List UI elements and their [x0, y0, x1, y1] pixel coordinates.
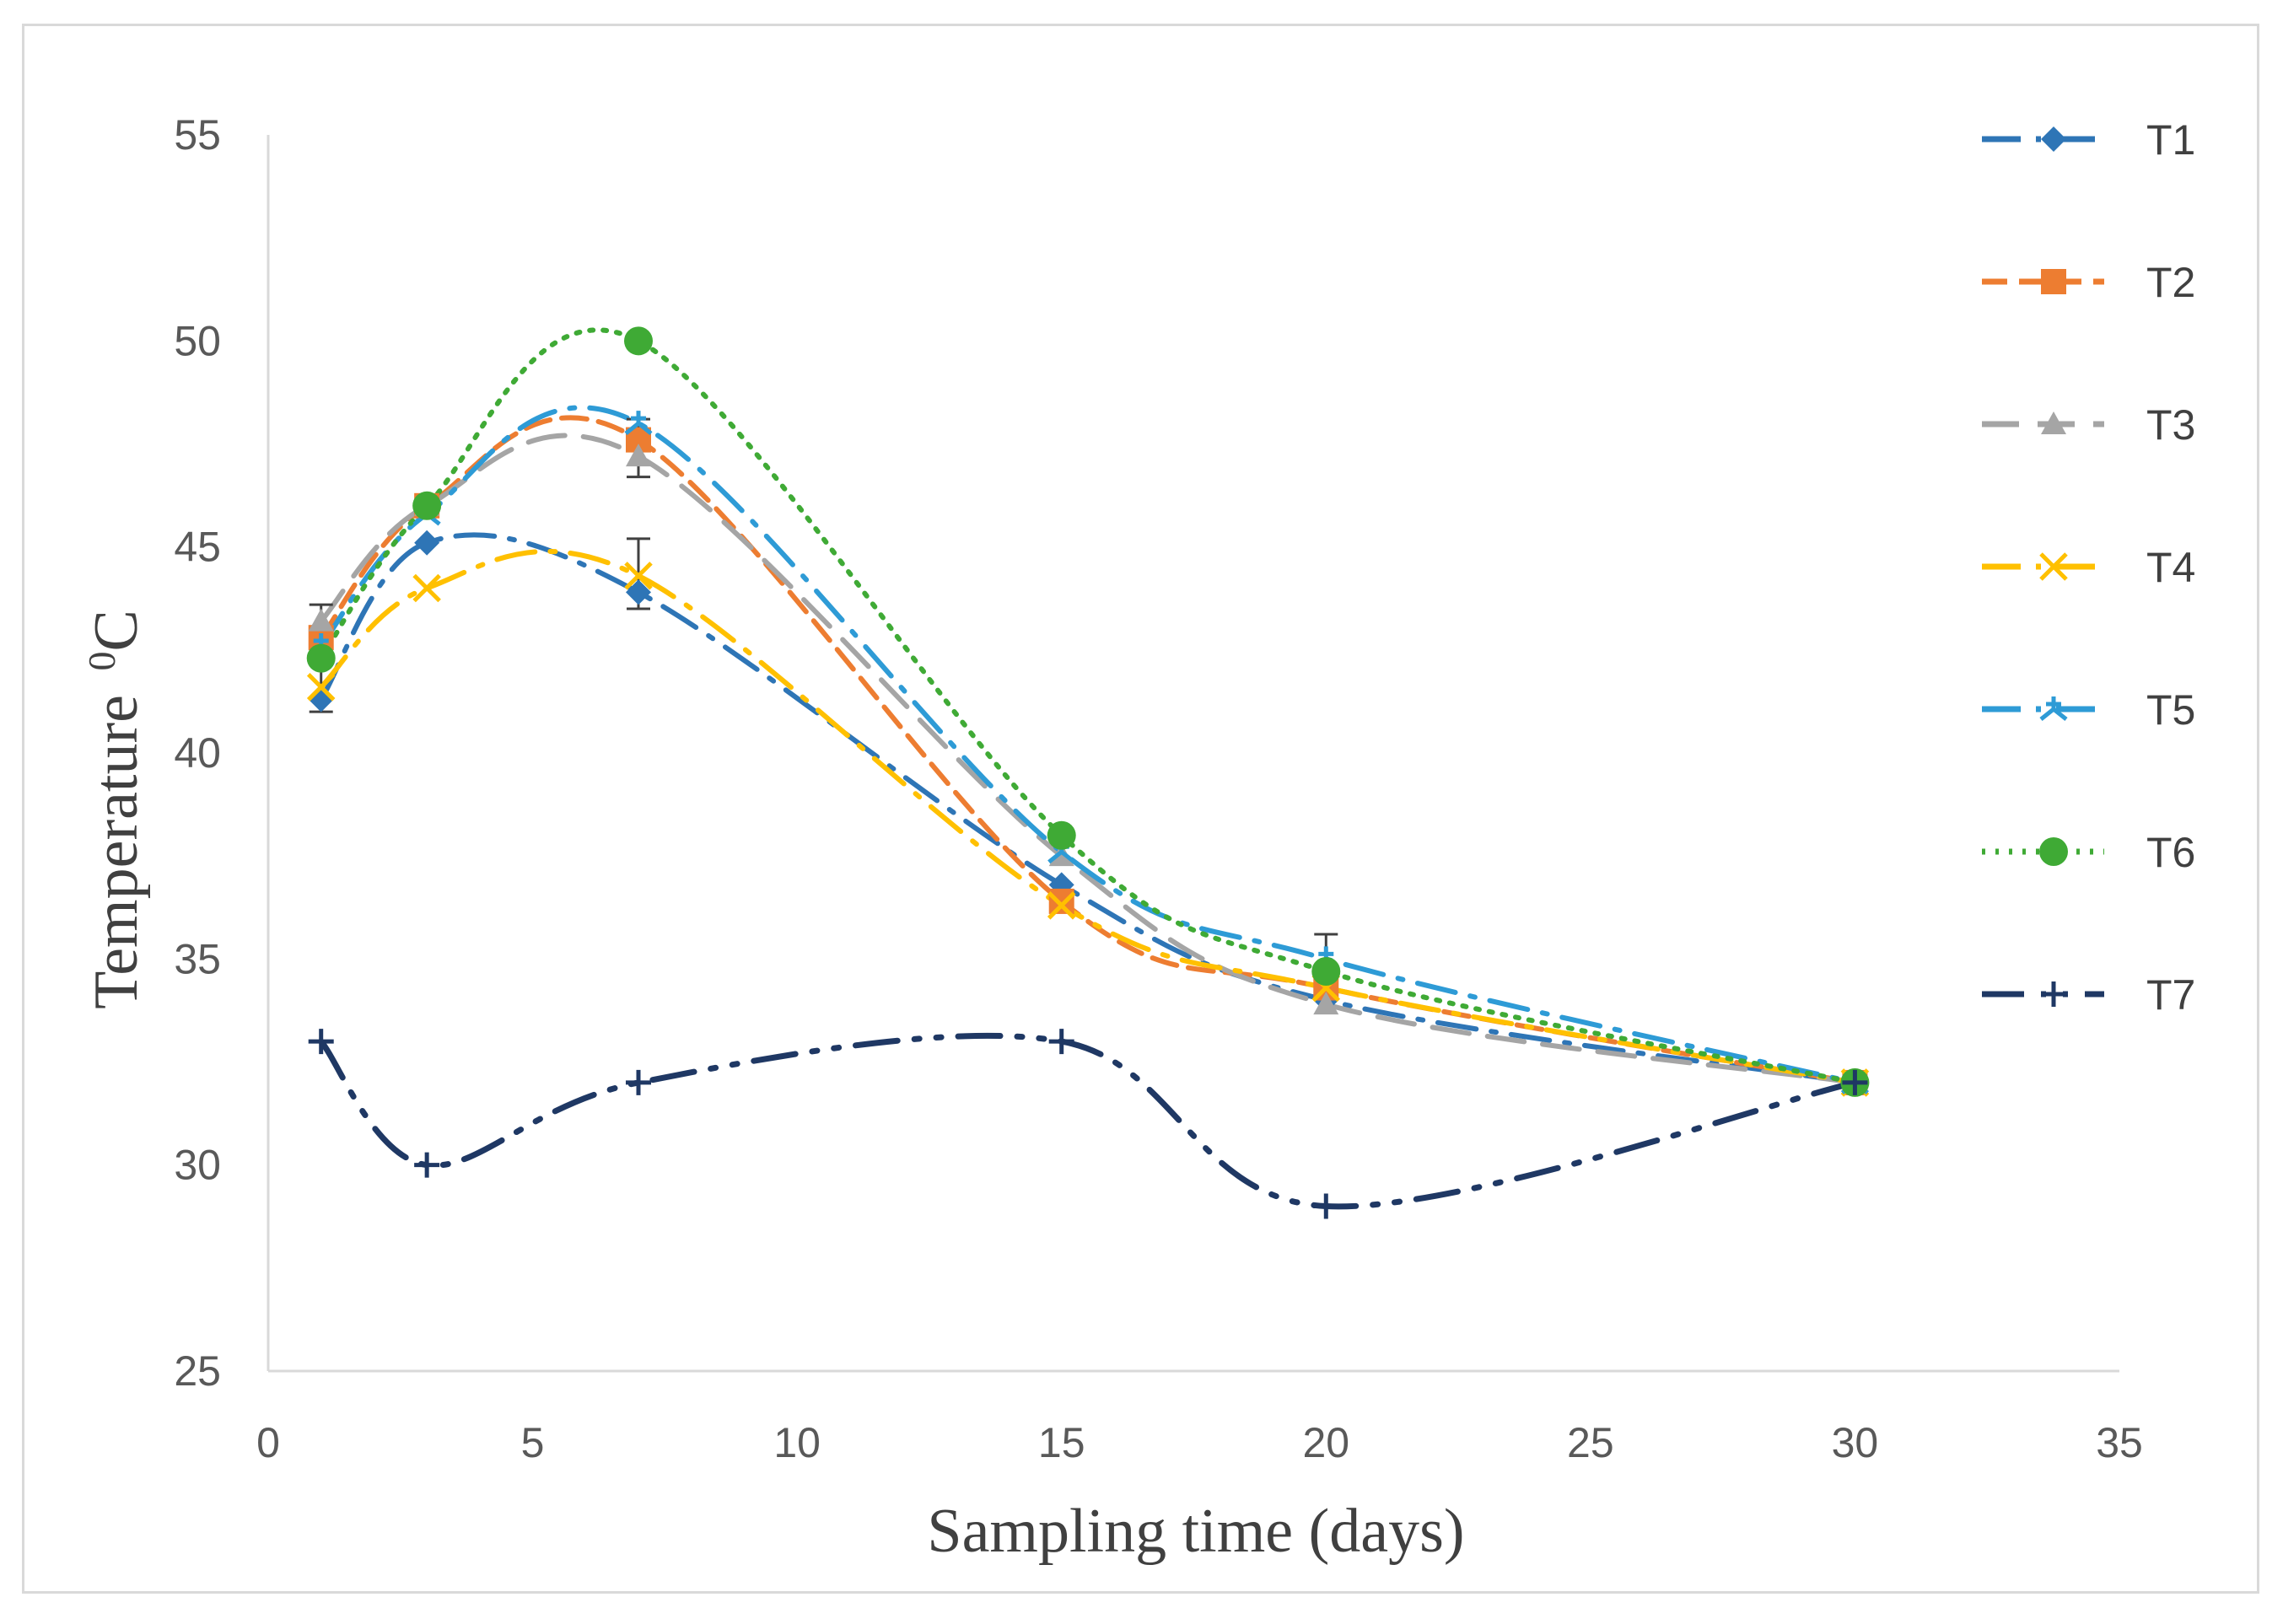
data-point-t3 [1313, 992, 1339, 1015]
tick-labels: 25 30 35 40 45 50 55 0 5 10 15 20 25 30 35 [174, 111, 2142, 1466]
legend-label-t7: T7 [2146, 971, 2195, 1019]
series-line-t1 [318, 532, 1858, 1085]
data-point-t7 [626, 1069, 651, 1095]
data-point-t7 [1313, 1193, 1339, 1219]
legend-swatch-marker-t7 [2041, 981, 2066, 1007]
x-tick-label: 30 [1832, 1419, 1879, 1466]
data-point-t6 [306, 643, 336, 673]
data-point-t5 [624, 411, 653, 436]
y-axis-title-text: Temperature [82, 695, 151, 1009]
data-point-t4 [412, 573, 441, 603]
x-axis-title: Sampling time (days) [927, 1497, 1464, 1566]
data-point-t1 [414, 530, 440, 556]
data-point-t6 [1311, 956, 1341, 986]
series-line-t2 [318, 415, 1858, 1085]
data-point-t7 [1842, 1069, 1868, 1095]
y-tick-label: 25 [174, 1347, 221, 1395]
legend-swatch-marker-t6 [2039, 837, 2068, 866]
data-point-t3 [1048, 843, 1074, 867]
y-axis-title: Temperature 0C [80, 610, 151, 1009]
data-point-t7 [308, 1029, 334, 1055]
series-lines [318, 327, 1858, 1210]
series-line-t6 [318, 327, 1858, 1085]
data-point-t4 [306, 673, 336, 702]
x-tick-label: 0 [256, 1419, 280, 1466]
axes [267, 135, 2119, 1373]
legend-swatch-marker-t4 [2039, 552, 2068, 581]
series-line-t5 [318, 405, 1858, 1085]
x-tick-label: 5 [521, 1419, 545, 1466]
legend-swatch-marker-t5 [2039, 696, 2068, 721]
data-point-t4 [624, 562, 653, 590]
data-point-t3 [308, 608, 334, 632]
y-tick-label: 55 [174, 111, 221, 159]
legend: T1 T2 T3 T4 T5 T6 T7 [1982, 116, 2195, 1019]
y-axis-title-unit: C [82, 610, 151, 651]
series-line-t7 [318, 1032, 1858, 1210]
error-bars [309, 417, 1338, 993]
data-point-t1 [308, 686, 334, 713]
series-line-t4 [318, 548, 1858, 1085]
data-point-t1 [626, 579, 651, 605]
legend-swatch-marker-t1 [2041, 126, 2066, 152]
legend-swatch-marker-t2 [2041, 269, 2066, 294]
data-point-t7 [414, 1152, 440, 1178]
x-tick-label: 15 [1038, 1419, 1085, 1466]
x-tick-label: 35 [2096, 1419, 2143, 1466]
data-point-t6 [412, 491, 442, 520]
data-point-t6 [1047, 820, 1076, 850]
legend-label-t1: T1 [2146, 116, 2195, 164]
x-tick-label: 20 [1302, 1419, 1349, 1466]
data-point-t2 [1048, 888, 1074, 914]
y-tick-label: 50 [174, 317, 221, 364]
legend-label-t4: T4 [2146, 544, 2195, 591]
series-line-t3 [318, 433, 1858, 1085]
x-tick-label: 10 [773, 1419, 821, 1466]
y-tick-label: 35 [174, 935, 221, 982]
data-point-t3 [626, 444, 651, 467]
legend-label-t5: T5 [2146, 686, 2195, 734]
legend-label-t3: T3 [2146, 401, 2195, 449]
data-point-t7 [1048, 1029, 1074, 1055]
y-tick-label: 30 [174, 1142, 221, 1189]
chart-frame [22, 24, 2259, 1594]
data-point-t6 [624, 326, 653, 356]
legend-swatch-marker-t3 [2041, 411, 2066, 434]
legend-label-t2: T2 [2146, 259, 2195, 306]
x-tick-label: 25 [1567, 1419, 1614, 1466]
series-markers [306, 326, 1870, 1219]
data-point-t4 [1047, 891, 1076, 920]
y-tick-label: 45 [174, 524, 221, 571]
y-tick-label: 40 [174, 729, 221, 777]
y-axis-title-superscript: 0 [80, 652, 123, 671]
legend-label-t6: T6 [2146, 829, 2195, 876]
